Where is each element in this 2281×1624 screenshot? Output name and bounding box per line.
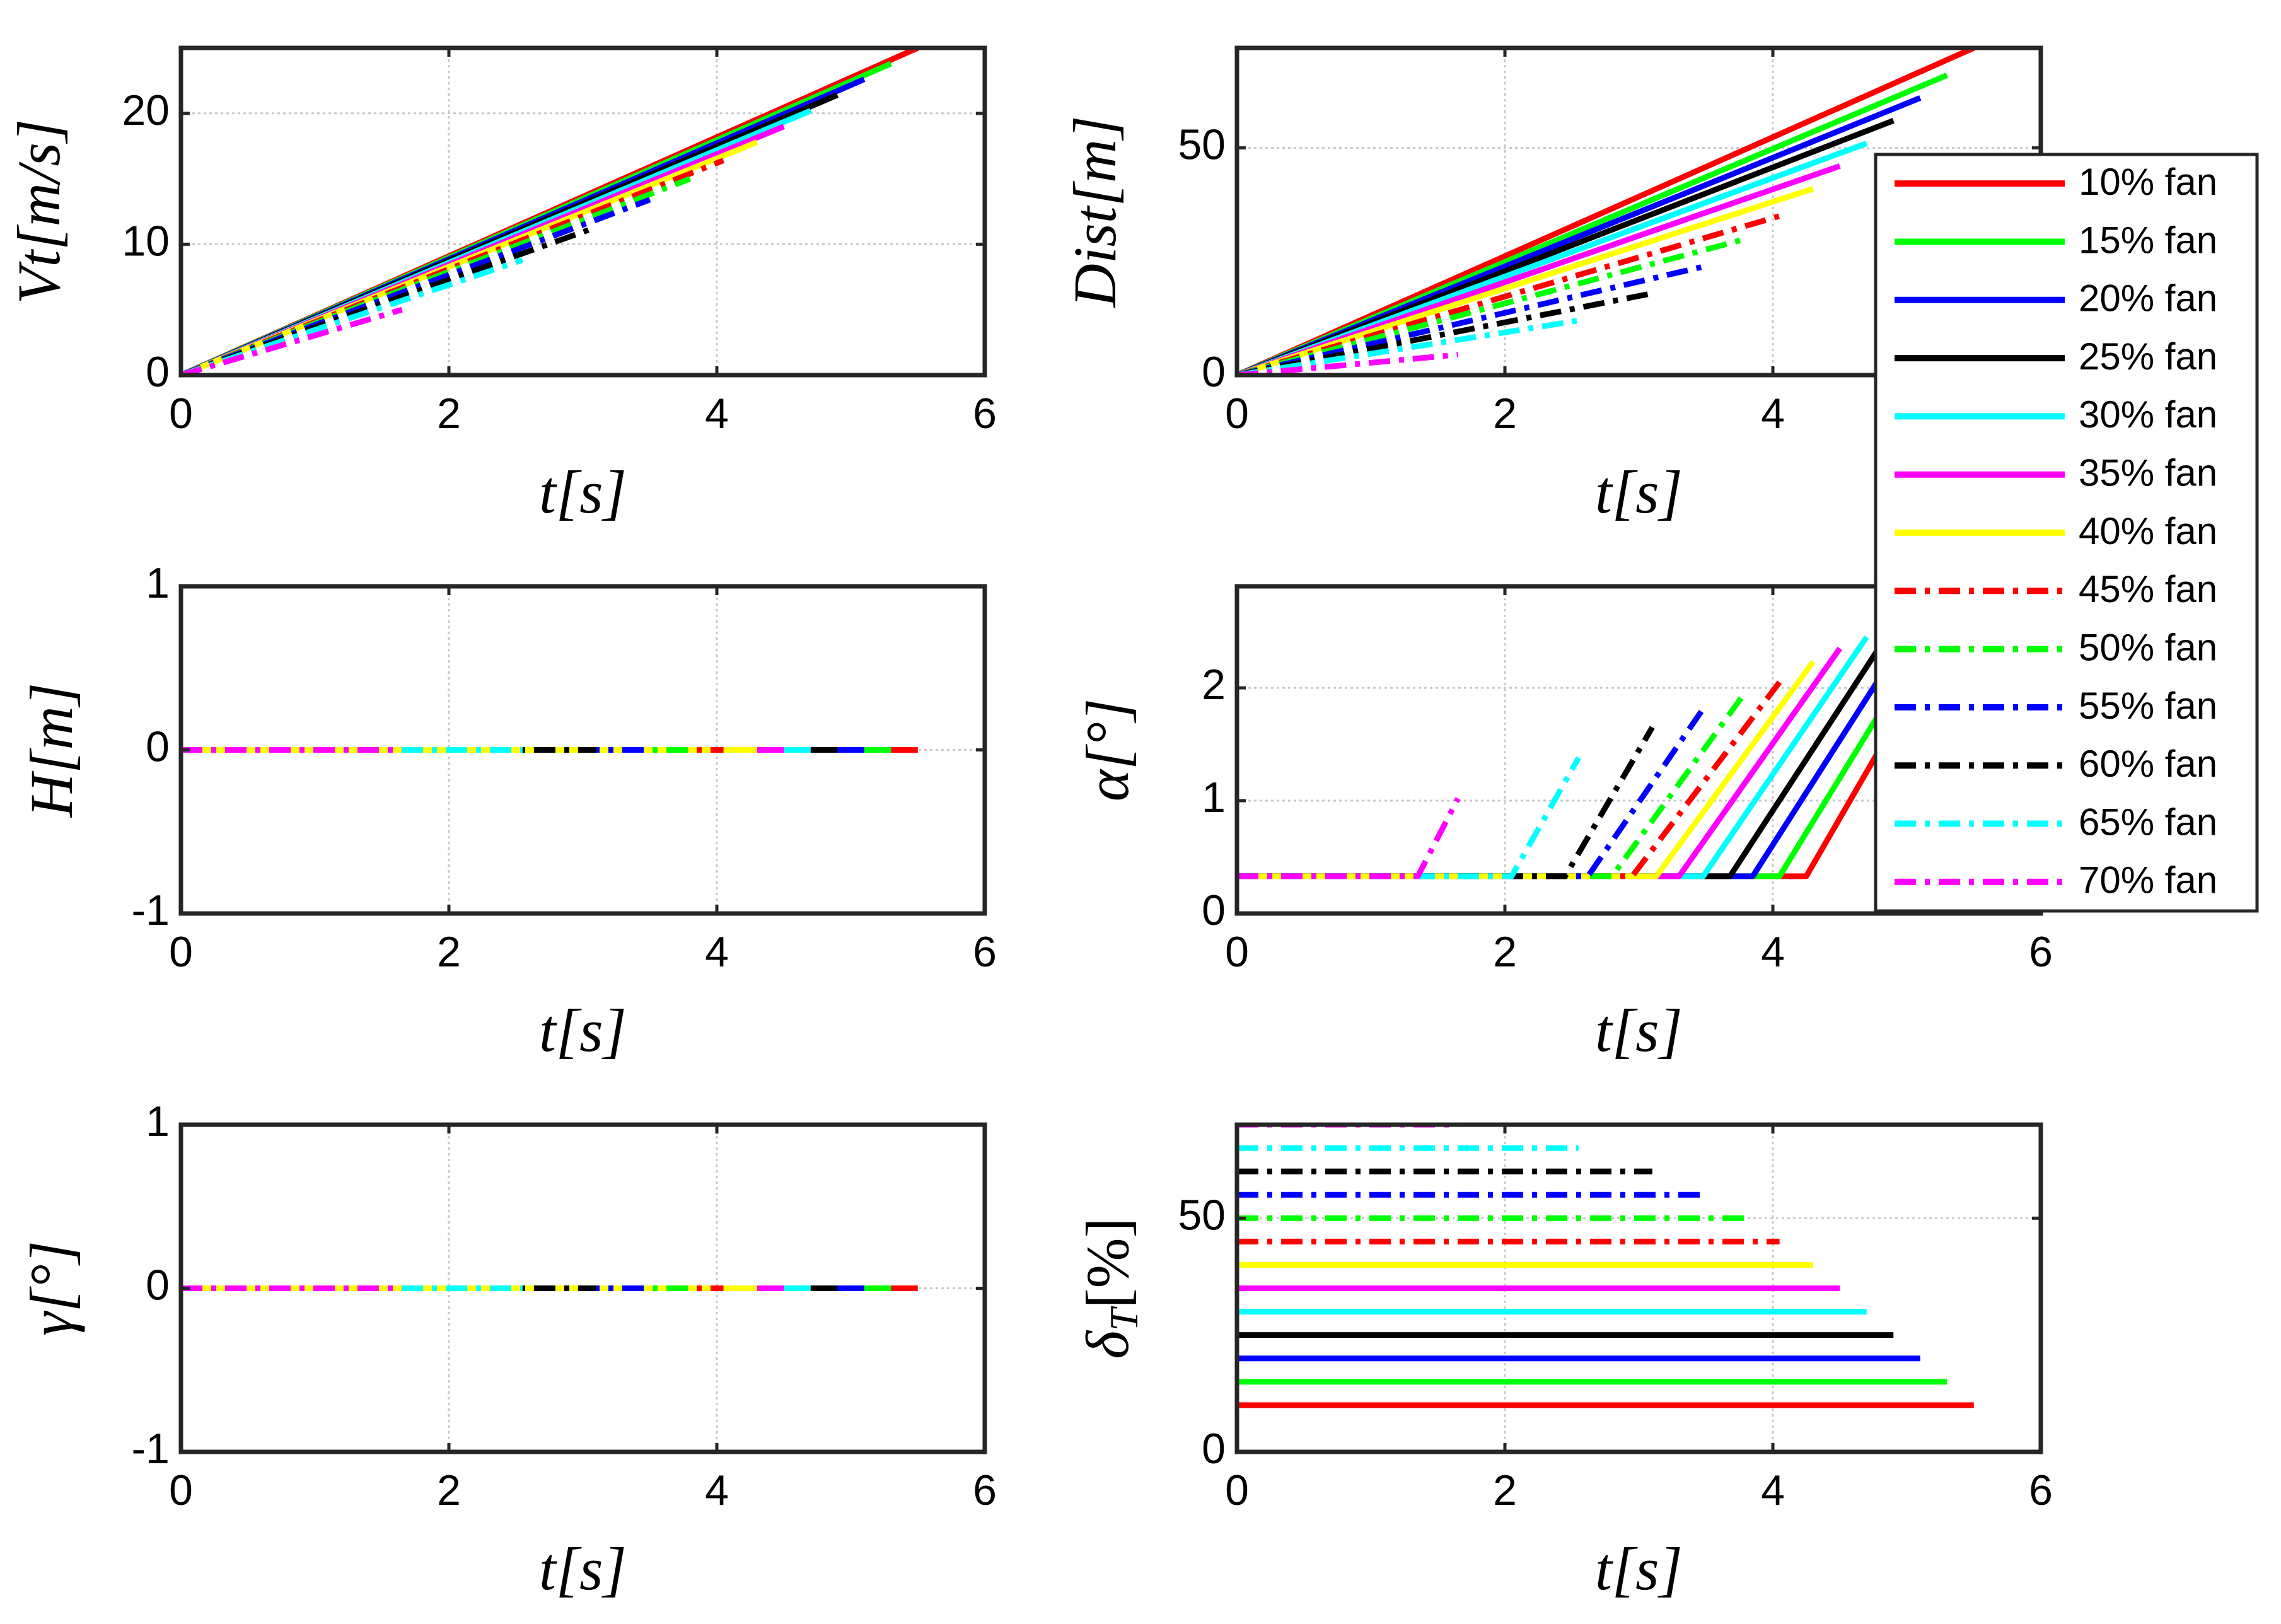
ytick-label: 50 [1178,1191,1226,1239]
xtick-label: 0 [169,390,193,438]
legend-label-8: 45% fan [2079,568,2217,610]
ytick-label: 1 [146,1098,170,1146]
series-line-60-fan [1237,726,1655,879]
ytick-label: 0 [1202,886,1226,934]
legend: 10% fan 15% fan 20% fan 25% fan 30% fan 35% f… [1874,153,2259,913]
series-line-70-fan [1237,797,1461,879]
series-line-55-fan [181,197,651,375]
xtick-label: 6 [973,1466,997,1514]
xtick-label: 2 [1493,928,1517,976]
xtick-label: 0 [1225,1466,1249,1514]
xtick-label: 2 [1493,1466,1517,1514]
series-group [1237,586,1976,879]
axes-box-vt [178,45,987,378]
xtick-label: 4 [705,1466,729,1514]
legend-label-9: 50% fan [2079,626,2217,668]
legend-label-5: 30% fan [2079,393,2217,436]
series-line-60-fan [1237,290,1653,375]
ylabel-vt: Vt[m/s] [5,119,73,304]
series-line-50-fan [1237,689,1749,879]
ylabel-dist: Dist[m] [1061,115,1129,308]
ytick-label: 1 [146,559,170,607]
xtick-label: 6 [973,928,997,976]
axes-box-deltaT [1234,1122,2043,1454]
legend-label-10: 55% fan [2079,685,2217,727]
ytick-label: 50 [1178,121,1226,169]
xtick-label: 2 [437,928,461,976]
ytick-label: 0 [146,1261,170,1309]
legend-label-11: 60% fan [2079,743,2217,785]
ytick-label: 1 [1202,774,1226,821]
subplot-vt: 0 2 4 6 0 10 20 t[s] Vt[m/s] [5,45,997,526]
xtick-label: 0 [1225,928,1249,976]
xlabel-deltaT: t[s] [1595,1535,1683,1603]
xtick-label: 2 [437,390,461,438]
legend-label-1: 10% fan [2079,161,2217,203]
xtick-label: 0 [169,1466,193,1514]
ytick-label: 0 [146,722,170,770]
legend-label-12: 65% fan [2079,801,2217,843]
series-line-60-fan [181,224,598,375]
subplot-deltaT: 0 2 4 6 0 50 t[s] δT[%] [1074,1122,2053,1603]
series-group [181,48,919,375]
legend-label-6: 35% fan [2079,452,2217,494]
ylabel-gamma: γ[°] [18,1241,85,1336]
legend-label-4: 25% fan [2079,335,2217,378]
series-line-70-fan [181,306,403,375]
xtick-label: 0 [169,928,193,976]
ytick-label: -1 [132,886,170,934]
series-line-10-fan [1237,586,1976,879]
legend-label-13: 70% fan [2079,859,2217,902]
xtick-label: 2 [437,1466,461,1514]
xtick-label: 2 [1493,390,1517,438]
series-line-55-fan [1237,703,1709,879]
xlabel-vt: t[s] [539,458,627,526]
ytick-label: 10 [122,217,170,265]
ylabel-deltaT: δT[%] [1074,1217,1146,1359]
ytick-label: 0 [146,348,170,396]
ytick-label: 0 [1202,1425,1226,1473]
xlabel-h: t[s] [539,997,627,1064]
xtick-label: 6 [2029,928,2053,976]
legend-label-7: 40% fan [2079,510,2217,552]
xtick-label: 4 [1761,928,1785,976]
series-line-65-fan [1237,756,1581,879]
series-line-65-fan [1237,318,1579,375]
xtick-label: 4 [705,928,729,976]
xlabel-gamma: t[s] [539,1535,627,1603]
series-line-70-fan [1237,352,1459,375]
xlabel-dist: t[s] [1595,458,1683,526]
series-line-25-fan [1237,624,1896,879]
ytick-label: 0 [1202,348,1226,396]
xtick-label: 0 [1225,390,1249,438]
ytick-label: -1 [132,1425,170,1473]
ytick-label: 2 [1202,661,1226,709]
series-group [1237,1125,1974,1408]
xtick-label: 4 [1761,390,1785,438]
xtick-label: 4 [1761,1466,1785,1514]
ytick-label: 20 [122,86,170,134]
xtick-label: 4 [705,390,729,438]
xlabel-alpha: t[s] [1595,997,1683,1064]
ylabel-alpha: α[°] [1074,699,1141,802]
xtick-label: 6 [2029,1466,2053,1514]
series-line-55-fan [1237,263,1707,375]
xtick-label: 6 [973,390,997,438]
ylabel-h: H[m] [18,683,85,818]
legend-label-2: 15% fan [2079,219,2217,261]
legend-label-3: 20% fan [2079,277,2217,320]
series-group [1237,48,1975,375]
